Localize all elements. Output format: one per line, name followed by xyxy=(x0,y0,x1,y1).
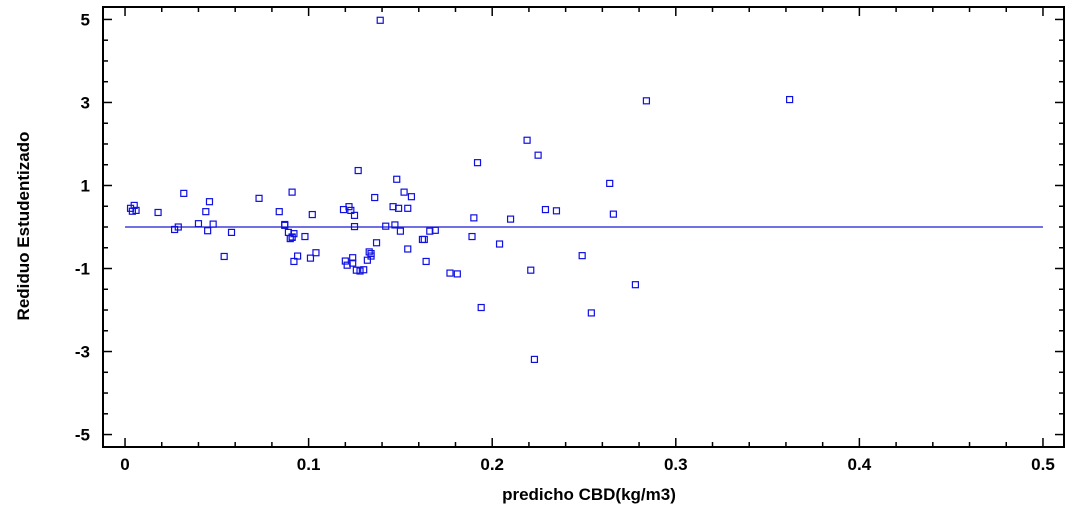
data-point xyxy=(609,210,617,218)
x-tick-label: 0.4 xyxy=(848,455,872,474)
data-point xyxy=(552,207,561,215)
data-point xyxy=(468,232,476,241)
data-point xyxy=(350,222,359,231)
data-point xyxy=(306,254,315,262)
data-point xyxy=(349,259,357,267)
data-point xyxy=(356,267,364,275)
y-tick-label: 3 xyxy=(81,93,90,112)
data-point xyxy=(578,252,586,260)
data-point xyxy=(587,309,595,317)
data-point xyxy=(396,227,405,235)
data-point xyxy=(312,249,320,257)
data-point xyxy=(530,355,539,364)
data-point xyxy=(376,16,384,24)
y-axis-title: Rediduo Estudentizado xyxy=(14,132,33,321)
tick-labels: 0 0.1 0.2 0.3 0.4 0.5 -5 -3 -1 1 3 5 xyxy=(75,10,1055,474)
data-point xyxy=(209,220,217,228)
tick-marks xyxy=(103,7,1064,447)
data-point xyxy=(227,228,236,236)
data-point xyxy=(202,208,210,216)
data-point xyxy=(446,269,454,277)
data-point xyxy=(431,226,439,234)
data-point xyxy=(541,205,550,214)
data-point xyxy=(132,206,140,214)
y-tick-label: -5 xyxy=(75,426,90,445)
data-point xyxy=(363,256,371,264)
data-point xyxy=(453,270,461,278)
data-point xyxy=(642,97,651,105)
data-point xyxy=(400,188,408,196)
x-tick-label: 0.2 xyxy=(480,455,504,474)
data-point xyxy=(205,198,214,206)
data-point xyxy=(391,221,399,229)
data-point xyxy=(371,193,379,202)
y-tick-label: 1 xyxy=(81,176,90,195)
data-point xyxy=(347,206,355,214)
data-point xyxy=(418,235,427,244)
data-point xyxy=(407,193,416,201)
data-point xyxy=(352,266,360,274)
data-point xyxy=(367,252,375,260)
data-point xyxy=(349,254,357,262)
data-points xyxy=(126,16,794,364)
y-tick-label: -3 xyxy=(75,343,90,362)
data-point xyxy=(194,220,203,228)
data-point xyxy=(220,252,228,261)
data-point xyxy=(473,159,482,167)
data-point xyxy=(404,204,412,212)
data-point xyxy=(372,239,381,247)
data-point xyxy=(288,188,296,196)
x-axis-title: predicho CBD(kg/m3) xyxy=(502,485,676,504)
data-point xyxy=(786,95,794,104)
data-point xyxy=(290,230,298,238)
data-point xyxy=(404,245,412,253)
data-point xyxy=(354,166,362,175)
data-point xyxy=(382,222,390,230)
data-point xyxy=(534,151,542,159)
x-tick-label: 0 xyxy=(120,455,129,474)
data-point xyxy=(420,235,428,244)
data-point xyxy=(631,281,640,289)
data-point xyxy=(393,175,401,183)
data-point xyxy=(174,223,182,231)
data-point xyxy=(477,303,485,312)
data-point xyxy=(365,248,373,256)
data-point xyxy=(281,221,289,229)
data-point xyxy=(495,240,504,248)
data-point xyxy=(506,215,515,223)
data-point xyxy=(341,257,349,265)
data-point xyxy=(470,214,478,222)
x-tick-label: 0.3 xyxy=(664,455,688,474)
x-tick-label: 0.5 xyxy=(1031,455,1055,474)
data-point xyxy=(154,208,162,217)
data-point xyxy=(523,136,531,144)
y-tick-label: -1 xyxy=(75,260,90,279)
data-point xyxy=(422,257,430,266)
data-point xyxy=(130,201,138,210)
data-point xyxy=(275,208,283,216)
data-point xyxy=(345,203,353,211)
data-point xyxy=(527,266,535,274)
data-point xyxy=(308,210,316,219)
y-tick-label: 5 xyxy=(81,10,90,29)
data-point xyxy=(180,189,188,197)
data-point xyxy=(290,257,298,266)
data-point xyxy=(606,179,614,188)
data-point xyxy=(255,194,263,202)
data-point xyxy=(301,232,309,241)
x-tick-label: 0.1 xyxy=(297,455,321,474)
data-point xyxy=(360,266,368,274)
data-point xyxy=(294,252,302,260)
data-point xyxy=(204,227,212,235)
data-point xyxy=(350,211,359,219)
data-point xyxy=(394,204,403,212)
data-point xyxy=(286,235,294,243)
